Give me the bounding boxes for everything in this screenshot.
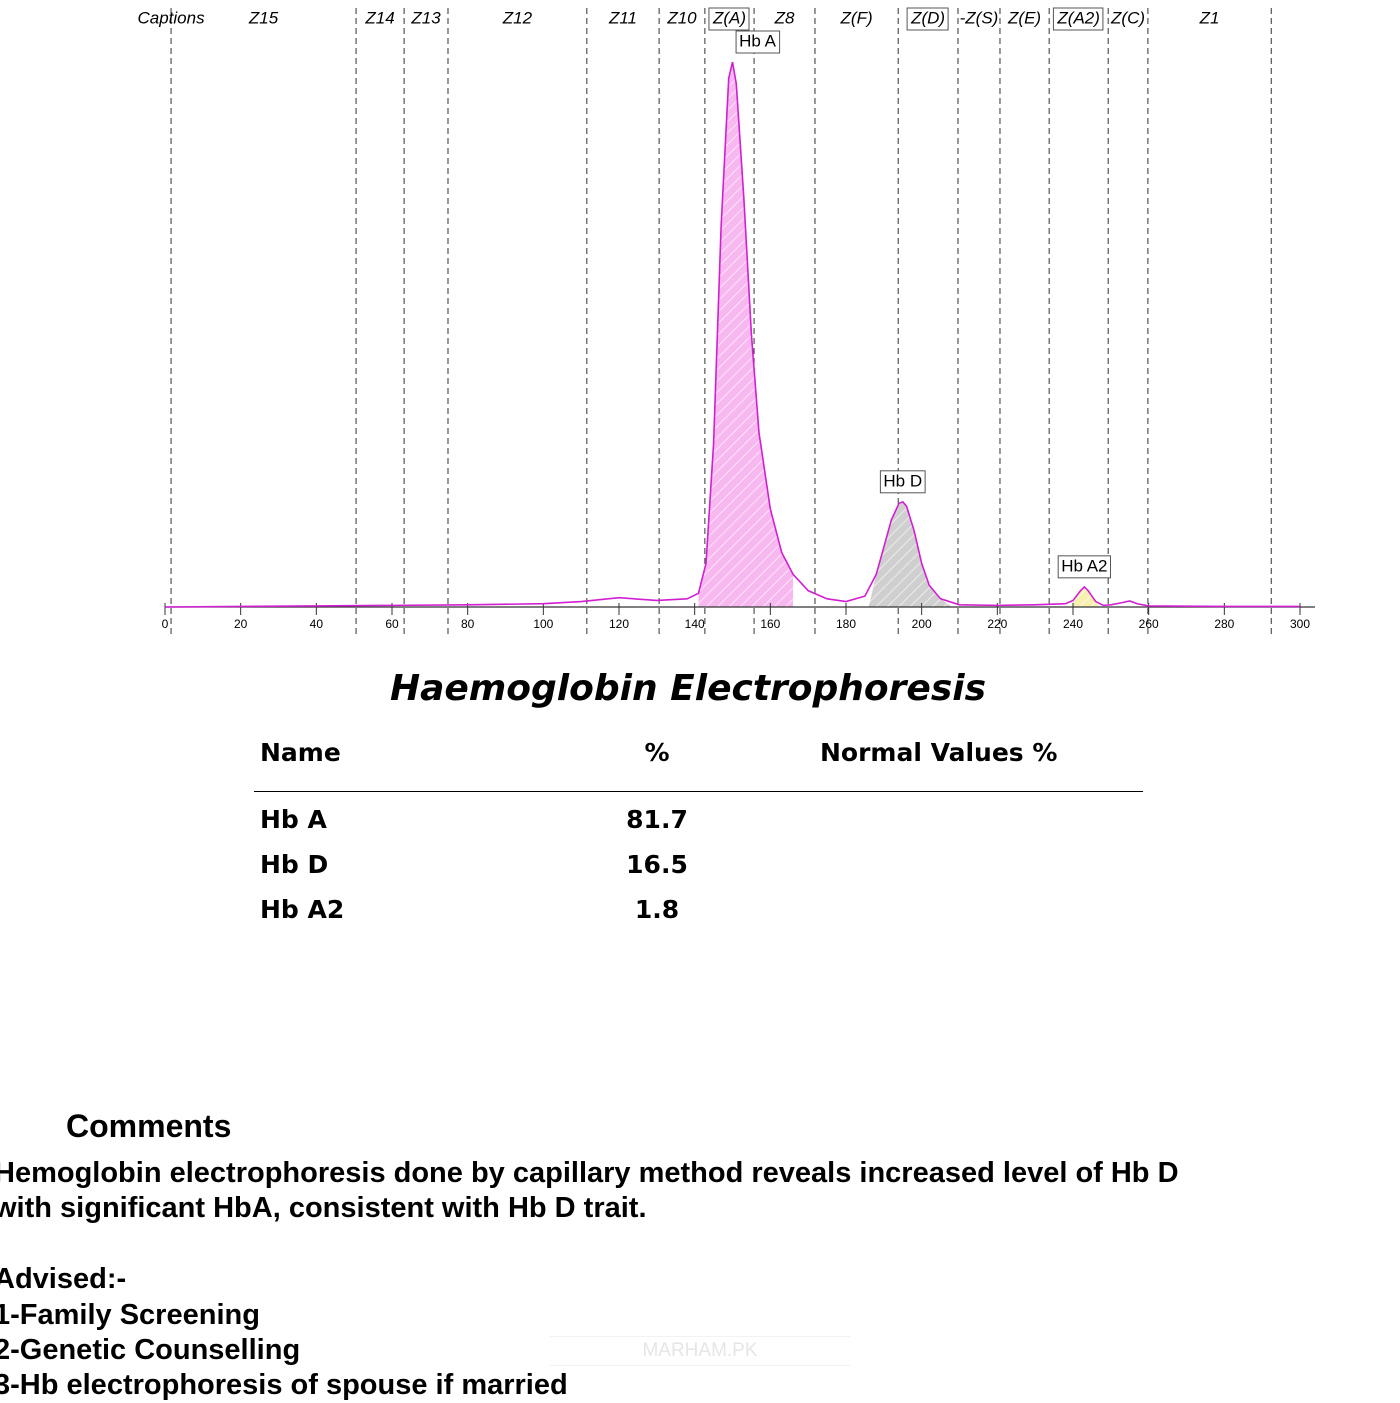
- zone-caption: Z14: [364, 8, 394, 27]
- report-title: Haemoglobin Electrophoresis: [389, 668, 987, 709]
- x-tick-label: 300: [1290, 617, 1310, 631]
- x-tick-label: 280: [1214, 617, 1234, 631]
- zone-caption: Z(F): [840, 8, 873, 27]
- advised-item: 2-Genetic Counselling: [0, 1334, 301, 1366]
- x-tick-label: 220: [987, 617, 1007, 631]
- zone-caption: Z(D): [910, 8, 945, 27]
- table-header: Name: [260, 738, 341, 767]
- zone-caption: Z13: [410, 8, 441, 27]
- x-tick-label: 100: [533, 617, 553, 631]
- advised-heading: Advised:-: [0, 1263, 127, 1295]
- zone-caption-box: [906, 7, 949, 31]
- table-rule: [254, 791, 1143, 792]
- x-tick-label: 20: [234, 617, 248, 631]
- peak-label: Hb D: [883, 471, 922, 490]
- captions-label: Captions: [137, 8, 205, 27]
- zone-caption: Z11: [608, 8, 637, 27]
- x-tick-label: 0: [162, 617, 169, 631]
- zone-caption: Z(A2): [1056, 8, 1100, 27]
- table-header: Normal Values %: [820, 738, 1058, 767]
- zone-caption: Z(C): [1110, 8, 1145, 27]
- peak-label: Hb A: [739, 31, 777, 50]
- trace: [164, 61, 1300, 608]
- peak-label-box: [1057, 555, 1112, 579]
- peak-hatch: [698, 62, 794, 607]
- row-name: Hb A2: [260, 895, 345, 924]
- peak-label-box: [735, 30, 781, 54]
- row-percent: 16.5: [626, 850, 688, 879]
- x-tick-label: 80: [461, 617, 475, 631]
- x-tick-label: 180: [836, 617, 856, 631]
- row-percent: 1.8: [634, 895, 680, 924]
- table-header: %: [644, 738, 670, 767]
- x-tick-label: 120: [609, 617, 629, 631]
- x-tick-label: 160: [760, 617, 780, 631]
- electropherogram: Captions Z15 Z14 Z13 Z12 Z11 Z10 Z(A) Z8 Z(F) Z(D)…: [137, 7, 1315, 636]
- zone-caption: Z10: [666, 8, 697, 27]
- x-tick-label: 260: [1139, 617, 1159, 631]
- peak-label-box: [879, 470, 926, 494]
- advised-item: 3-Hb electrophoresis of spouse if marrie…: [0, 1369, 568, 1401]
- zone-caption: -Z(S): [960, 8, 999, 27]
- zone-caption: Z15: [248, 8, 279, 27]
- x-tick-label: 40: [310, 617, 324, 631]
- zone-caption: Z8: [774, 8, 795, 27]
- x-tick-label: 240: [1063, 617, 1083, 631]
- advised-item: 1-Family Screening: [0, 1299, 260, 1331]
- zone-caption: Z12: [502, 8, 533, 27]
- zone-caption: Z(E): [1007, 8, 1041, 27]
- comment-line: Hemoglobin electrophoresis done by capil…: [0, 1157, 1179, 1189]
- row-name: Hb D: [260, 850, 329, 879]
- zone-caption: Z(A): [712, 8, 746, 27]
- zone-caption: Z1: [1199, 8, 1220, 27]
- row-percent: 81.7: [626, 805, 688, 834]
- watermark: MARHAM.PK: [550, 1336, 850, 1366]
- comments-heading: Comments: [66, 1108, 232, 1144]
- zone-caption-box: [708, 7, 750, 31]
- row-name: Hb A: [260, 805, 327, 834]
- x-tick-label: 140: [685, 617, 705, 631]
- comment-line: with significant HbA, consistent with Hb…: [0, 1192, 647, 1224]
- x-tick-label: 200: [912, 617, 932, 631]
- zone-caption-box: [1052, 7, 1104, 31]
- peak-label: Hb A2: [1061, 556, 1107, 575]
- x-tick-label: 60: [385, 617, 399, 631]
